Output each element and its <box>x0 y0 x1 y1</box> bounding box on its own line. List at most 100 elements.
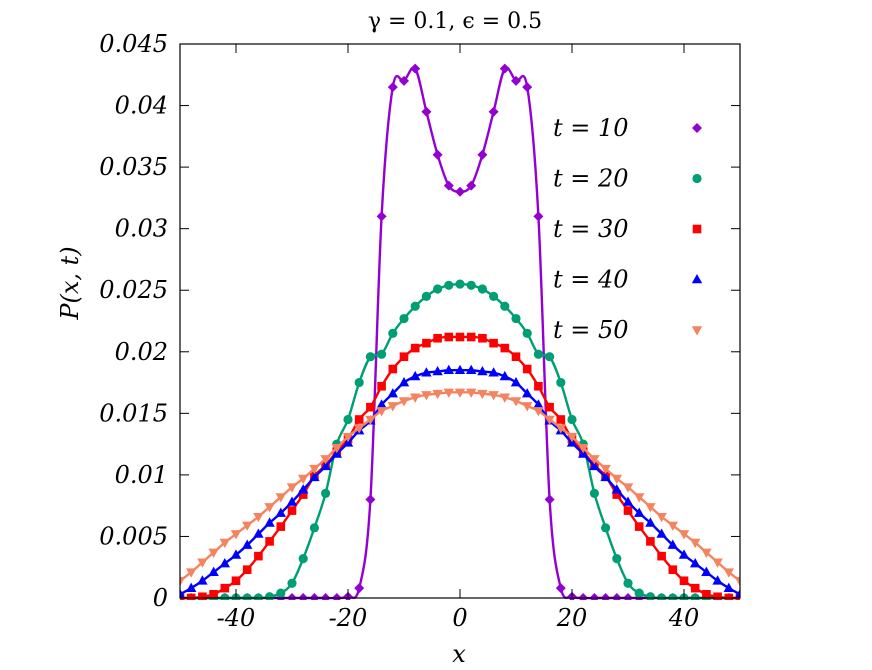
legend-label: t = 50 <box>553 316 629 344</box>
data-point <box>645 592 655 600</box>
data-point <box>254 551 263 561</box>
data-point <box>454 364 466 375</box>
legend-entry: t = 30 <box>553 215 702 243</box>
data-point <box>645 503 656 513</box>
data-point <box>544 494 555 505</box>
legend-label: t = 20 <box>553 165 629 193</box>
data-point <box>432 389 443 400</box>
data-point <box>354 377 364 388</box>
data-point <box>455 186 465 197</box>
data-point <box>197 575 208 585</box>
data-point <box>567 414 577 425</box>
data-point <box>365 415 376 425</box>
data-point <box>477 149 488 160</box>
data-point <box>432 149 443 160</box>
data-point <box>611 474 622 485</box>
plot-frame <box>179 43 741 599</box>
legend-marker <box>692 123 702 133</box>
legend-marker <box>692 173 702 184</box>
data-point <box>387 388 398 398</box>
legend-entry: t = 40 <box>553 266 703 294</box>
data-point <box>455 279 465 289</box>
data-point <box>343 414 353 425</box>
data-point <box>208 566 219 576</box>
data-point <box>601 523 611 533</box>
data-point <box>398 377 410 387</box>
data-point <box>230 530 242 540</box>
data-point <box>444 332 454 342</box>
data-point <box>734 576 740 587</box>
data-point <box>667 539 678 549</box>
data-point <box>634 588 644 598</box>
data-point <box>488 391 499 401</box>
data-point <box>354 583 365 594</box>
data-point <box>298 484 309 494</box>
data-point <box>209 590 218 599</box>
legend-marker <box>692 224 702 234</box>
ticks-layer: -40 -20 0 20 40 0 0.005 0.01 0.015 0.02 0.025 0.03 0… <box>99 30 740 632</box>
series-line <box>180 391 740 582</box>
legend-label: t = 10 <box>553 114 629 142</box>
data-point <box>466 180 477 191</box>
data-point <box>656 528 667 538</box>
data-point <box>612 554 622 564</box>
data-point <box>724 593 734 600</box>
data-point <box>454 388 466 398</box>
data-point <box>443 180 454 191</box>
data-point <box>545 402 554 412</box>
data-point <box>320 460 331 471</box>
data-point <box>690 583 700 593</box>
data-point <box>186 568 197 578</box>
data-point <box>578 444 589 454</box>
legend-marker <box>691 326 703 336</box>
data-point <box>265 592 275 600</box>
data-point <box>645 517 656 527</box>
series-line <box>180 335 740 600</box>
data-point <box>309 471 320 482</box>
data-point <box>286 483 298 493</box>
data-point <box>287 578 297 588</box>
data-point <box>690 558 701 568</box>
data-point <box>556 415 566 424</box>
data-point <box>320 455 331 465</box>
y-tick-label: 0.035 <box>99 153 168 181</box>
data-point <box>488 367 499 377</box>
data-point <box>443 388 454 398</box>
data-point <box>612 490 622 499</box>
data-point <box>533 407 544 417</box>
data-point <box>443 364 454 375</box>
data-point <box>623 578 633 588</box>
data-point <box>399 313 409 324</box>
data-point <box>489 291 499 301</box>
data-point <box>611 484 622 494</box>
data-point <box>544 415 555 425</box>
data-point <box>197 558 208 568</box>
data-point <box>477 389 488 400</box>
data-point <box>678 549 690 559</box>
data-point <box>219 538 230 549</box>
data-point <box>410 343 420 353</box>
data-point <box>712 575 723 585</box>
data-point <box>679 576 689 586</box>
data-point <box>388 364 398 374</box>
y-tick-label: 0.01 <box>115 461 168 489</box>
data-point <box>656 512 667 523</box>
data-point <box>522 364 532 374</box>
data-point <box>399 75 409 86</box>
data-point <box>286 496 298 506</box>
data-point <box>354 415 364 424</box>
data-point <box>466 364 477 375</box>
data-point <box>566 432 578 443</box>
data-point <box>433 333 442 343</box>
data-point <box>275 493 286 503</box>
legend-label: t = 30 <box>553 215 629 243</box>
data-point <box>455 332 465 342</box>
x-tick-label: 20 <box>556 604 588 632</box>
data-point <box>510 377 522 387</box>
data-point <box>466 332 476 342</box>
data-point <box>377 381 386 391</box>
data-point <box>667 521 678 531</box>
data-point <box>198 592 207 600</box>
data-point <box>466 388 477 398</box>
